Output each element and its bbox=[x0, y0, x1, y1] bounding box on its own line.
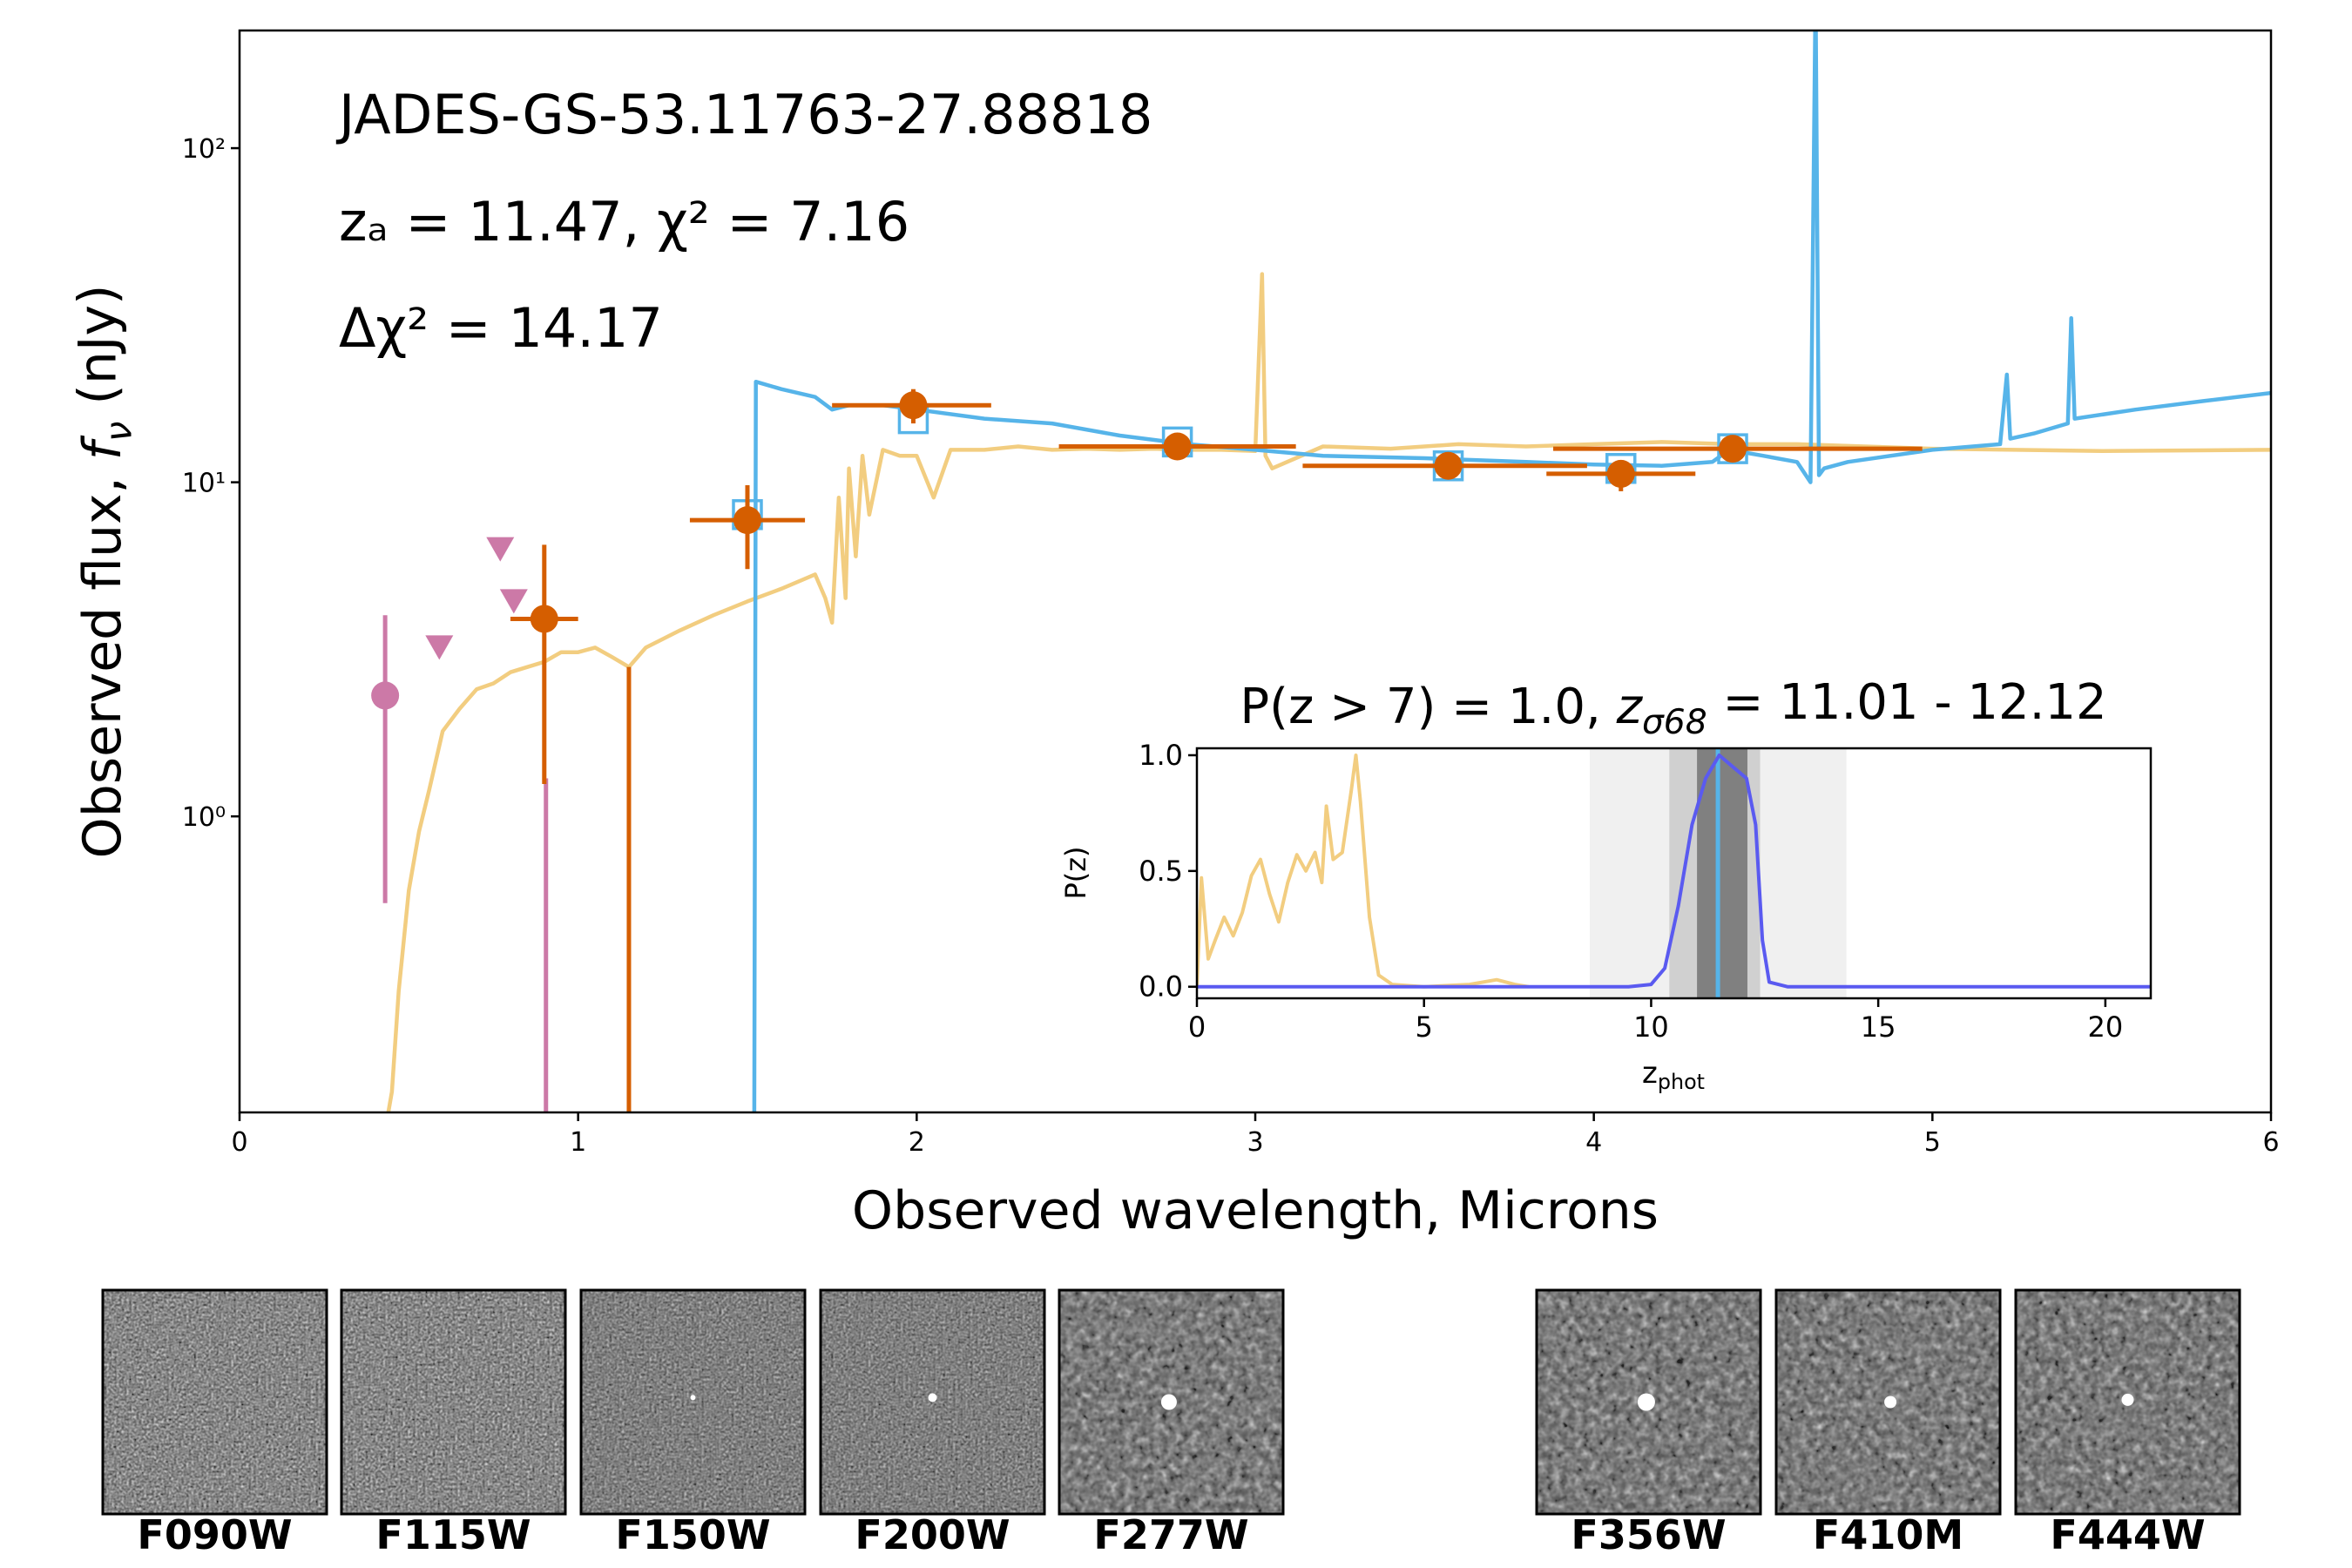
y-axis-label-part: Observed flux, bbox=[72, 460, 133, 858]
inset-title-part: z bbox=[1616, 679, 1644, 735]
flux-point bbox=[530, 605, 558, 633]
cutout-source bbox=[2121, 1393, 2134, 1406]
cutout-image bbox=[103, 1290, 327, 1514]
y-tick-label: 1.0 bbox=[1139, 739, 1183, 772]
x-tick-label: 1 bbox=[570, 1127, 586, 1158]
cutout-label: F356W bbox=[1571, 1511, 1726, 1558]
annotation: JADES-GS-53.11763-27.88818 bbox=[335, 83, 1152, 146]
y-tick-label: 0.0 bbox=[1139, 970, 1183, 1004]
model-line bbox=[1197, 754, 1529, 989]
cutout-frame bbox=[1535, 1288, 1762, 1516]
cutout-source bbox=[1637, 1393, 1655, 1411]
flux-point bbox=[1606, 459, 1635, 488]
x-axis-label: Observed wavelength, Microns bbox=[852, 1180, 1659, 1241]
cutout-frame bbox=[1058, 1288, 1285, 1516]
interval-band bbox=[1697, 748, 1747, 998]
flux-point bbox=[899, 391, 928, 420]
cutout-source bbox=[1884, 1396, 1897, 1409]
inset-x-label: zphot bbox=[1642, 1056, 1705, 1094]
annotation: Δχ² = 14.17 bbox=[339, 296, 663, 360]
y-axis-label: Observed flux, fν (nJy) bbox=[68, 285, 140, 859]
cutout-label: F444W bbox=[2050, 1511, 2205, 1558]
cutout-frame bbox=[819, 1288, 1046, 1516]
cutout-source bbox=[1160, 1394, 1177, 1410]
plot-frame bbox=[1195, 747, 2153, 1000]
cutout-frame bbox=[1774, 1288, 2002, 1516]
y-tick-label: 10² bbox=[182, 134, 226, 165]
x-tick-label: 0 bbox=[1188, 1010, 1206, 1044]
cutout-image bbox=[581, 1290, 805, 1514]
cutout-frame bbox=[579, 1288, 807, 1516]
cutout-image bbox=[341, 1290, 565, 1514]
inset-y-label: P(z) bbox=[1059, 846, 1092, 899]
x-tick-label: 20 bbox=[2087, 1010, 2123, 1044]
inset-title-part: σ68 bbox=[1642, 703, 1707, 742]
inset-title: P(z > 7) = 1.0, zσ68 = 11.01 - 12.12 bbox=[1240, 674, 2106, 742]
cutout-source bbox=[690, 1395, 696, 1401]
flux-point bbox=[733, 506, 761, 535]
inset-title-part: = 11.01 - 12.12 bbox=[1707, 674, 2107, 731]
cutout-image bbox=[821, 1290, 1044, 1514]
inset-title-part: P(z > 7) = 1.0, bbox=[1240, 679, 1616, 735]
inset-x-label-part: phot bbox=[1658, 1070, 1705, 1094]
y-axis-label-part: ν bbox=[98, 422, 140, 442]
x-tick-label: 3 bbox=[1247, 1127, 1263, 1158]
y-axis-label-part: (nJy) bbox=[68, 285, 129, 422]
y-tick-label: 10¹ bbox=[182, 469, 226, 499]
upper-limit bbox=[486, 537, 515, 562]
plot-area bbox=[1197, 748, 2151, 998]
cutout-source bbox=[928, 1393, 937, 1402]
cutout-label: F410M bbox=[1813, 1511, 1963, 1558]
x-tick-label: 4 bbox=[1585, 1127, 1602, 1158]
cutout-frame bbox=[340, 1288, 567, 1516]
cutout-label: F200W bbox=[855, 1511, 1010, 1558]
inset-x-label-part: z bbox=[1642, 1056, 1658, 1091]
x-tick-label: 5 bbox=[1924, 1127, 1941, 1158]
cutout-label: F090W bbox=[137, 1511, 292, 1558]
cutout-label: F115W bbox=[375, 1511, 531, 1558]
x-tick-label: 2 bbox=[909, 1127, 925, 1158]
y-tick-label: 10⁰ bbox=[182, 802, 226, 833]
upper-limit bbox=[499, 589, 528, 614]
y-tick-label: 0.5 bbox=[1139, 855, 1183, 888]
flux-point bbox=[1163, 432, 1192, 461]
x-tick-label: 10 bbox=[1633, 1010, 1669, 1044]
x-tick-label: 5 bbox=[1416, 1010, 1433, 1044]
flux-point bbox=[1434, 451, 1463, 480]
cutout-frame bbox=[2014, 1288, 2241, 1516]
flux-point bbox=[1719, 435, 1747, 463]
model-line bbox=[386, 272, 2271, 1112]
x-tick-label: 0 bbox=[231, 1127, 247, 1158]
cutout-frame bbox=[101, 1288, 328, 1516]
cutout-label: F277W bbox=[1093, 1511, 1248, 1558]
flux-point bbox=[371, 681, 400, 710]
x-tick-label: 15 bbox=[1861, 1010, 1896, 1044]
upper-limit bbox=[425, 635, 454, 660]
cutout-label: F150W bbox=[615, 1511, 770, 1558]
model-line bbox=[1197, 754, 2151, 989]
annotation: zₐ = 11.47, χ² = 7.16 bbox=[339, 190, 909, 253]
x-tick-label: 6 bbox=[2262, 1127, 2279, 1158]
